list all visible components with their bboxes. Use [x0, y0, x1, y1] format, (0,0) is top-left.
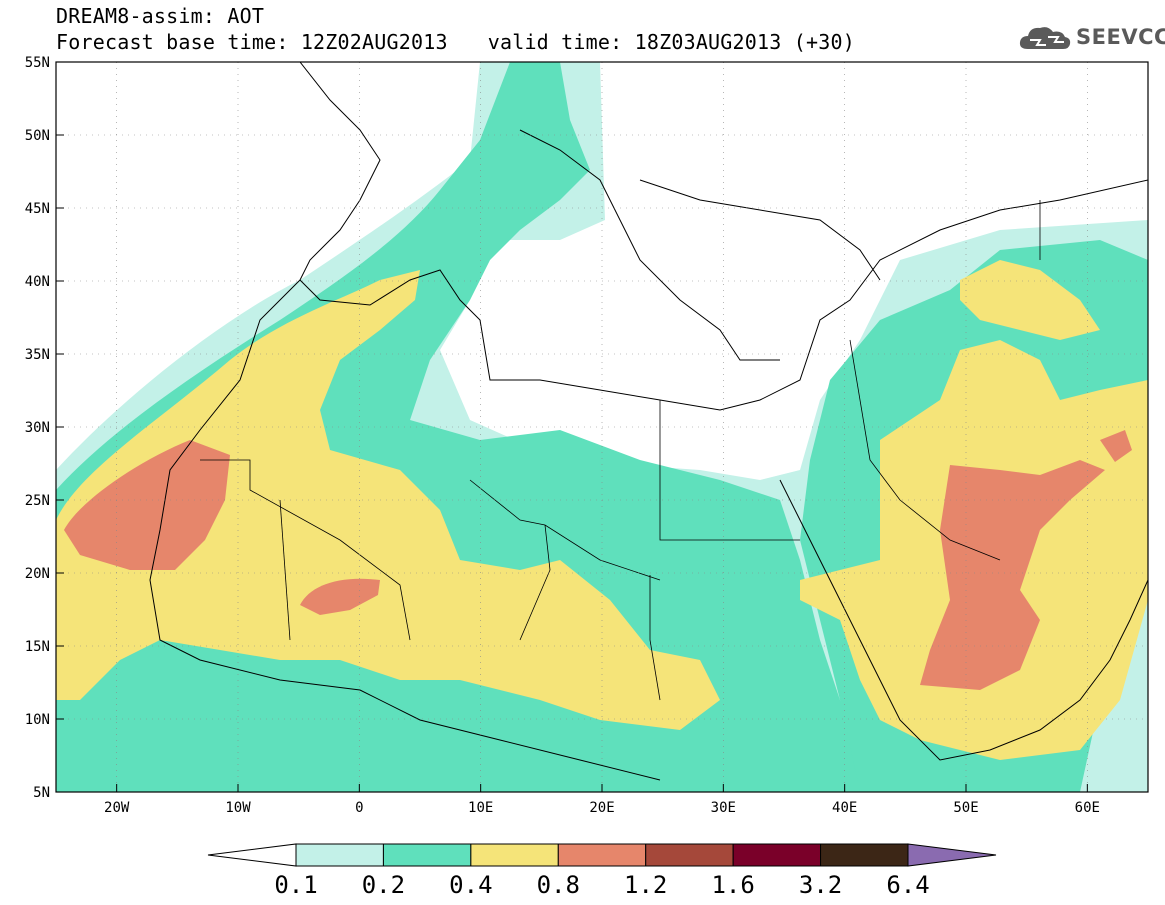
lat-label: 40N: [25, 274, 50, 290]
aot-region-0.4-west: [56, 270, 720, 730]
map-title: DREAM8-assim: AOT: [56, 4, 265, 28]
colorbar-over-triangle: [907, 843, 997, 867]
colorbar-bin: [382, 843, 472, 867]
lat-label: 55N: [25, 55, 50, 71]
lat-label: 20N: [25, 566, 50, 582]
cloud-icon: [1019, 27, 1071, 49]
lon-label: 10E: [468, 800, 493, 816]
colorbar-bin: [645, 843, 734, 867]
coastlines: [149, 62, 1148, 781]
lon-label: 60E: [1075, 800, 1100, 816]
lat-label: 45N: [25, 201, 50, 217]
lon-label: 0: [355, 800, 363, 816]
lat-label: 5N: [33, 785, 50, 801]
lat-label: 30N: [25, 420, 50, 436]
aot-region-0.8-mali: [300, 578, 380, 615]
lat-label: 10N: [25, 712, 50, 728]
logo-text: SEEVCCC: [1076, 25, 1165, 49]
colorbar-label: 1.6: [711, 871, 754, 899]
colorbar-label: 0.2: [362, 871, 405, 899]
colorbar-label: 0.1: [274, 871, 317, 899]
colorbar-labels: 0.1 0.2 0.4 0.8 1.2 1.6 3.2 6.4: [274, 871, 929, 899]
lat-label: 15N: [25, 639, 50, 655]
aot-region-0.8-atlantic: [64, 440, 230, 570]
colorbar-label: 6.4: [886, 871, 929, 899]
colorbar-under-triangle: [207, 843, 297, 867]
colorbar-bin: [470, 843, 559, 867]
lon-label: 20W: [104, 800, 130, 816]
base-time-text: Forecast base time: 12Z02AUG2013: [56, 30, 448, 54]
colorbar-bin: [732, 843, 822, 867]
country-borders: [200, 200, 1041, 701]
axis-ticks: [56, 61, 1088, 793]
lon-label: 10W: [225, 800, 251, 816]
colorbar-label: 0.8: [537, 871, 580, 899]
aot-region-0.4-caspian: [960, 260, 1100, 340]
colorbar-bin: [557, 843, 647, 867]
colorbar-label: 1.2: [624, 871, 667, 899]
colorbar-bin: [295, 843, 384, 867]
colorbar-bin: [820, 843, 909, 867]
lon-label: 20E: [589, 800, 614, 816]
longitude-axis: 20W 10W 0 10E 20E 30E 40E 50E 60E: [104, 800, 1100, 816]
map-subtitle: Forecast base time: 12Z02AUG2013 valid ti…: [56, 30, 855, 54]
graticule: [56, 62, 1148, 792]
lon-label: 30E: [711, 800, 736, 816]
latitude-axis: 55N 50N 45N 40N 35N 30N 25N 20N 15N 10N 5N: [25, 55, 50, 801]
colorbar: [207, 843, 997, 867]
seevccc-logo: SEEVCCC: [1018, 22, 1165, 52]
aot-contour-fields: [56, 62, 1148, 792]
lon-label: 50E: [953, 800, 978, 816]
lat-label: 50N: [25, 128, 50, 144]
valid-time-text: valid time: 18Z03AUG2013 (+30): [487, 30, 855, 54]
aot-region-0.8-iran: [1100, 430, 1132, 462]
lat-label: 35N: [25, 347, 50, 363]
colorbar-label: 3.2: [799, 871, 842, 899]
lon-label: 40E: [832, 800, 857, 816]
lat-label: 25N: [25, 493, 50, 509]
colorbar-label: 0.4: [449, 871, 492, 899]
